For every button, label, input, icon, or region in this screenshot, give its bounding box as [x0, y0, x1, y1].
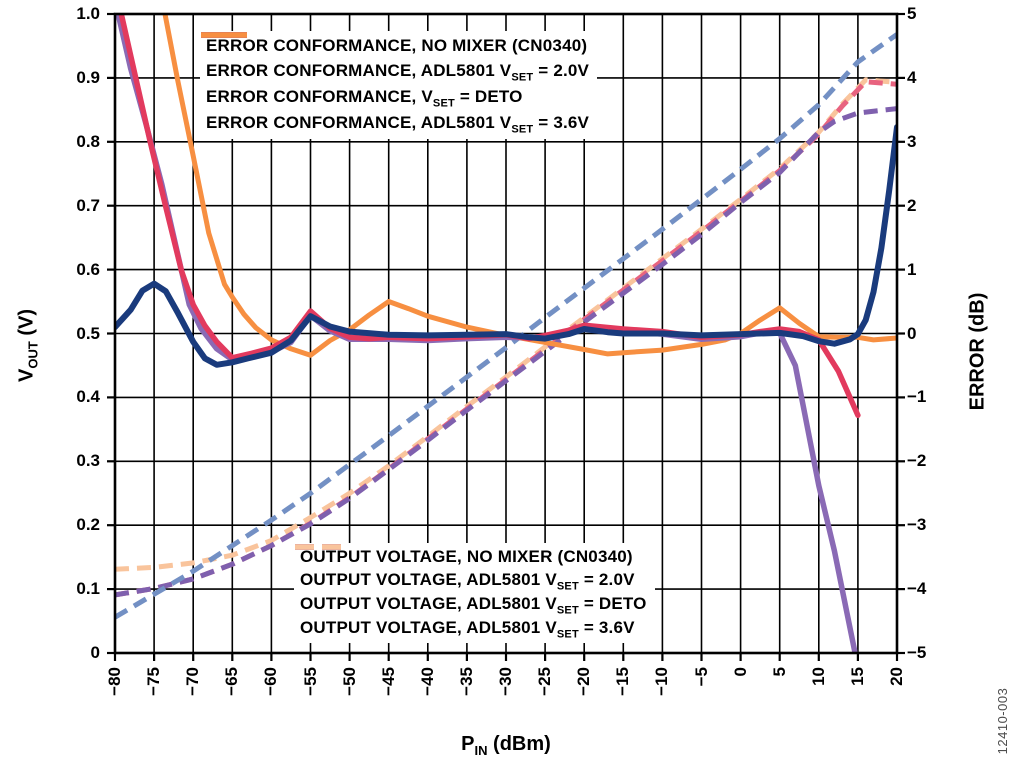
y-right-tick-label: 2 [907, 195, 917, 215]
legend-item-output-voltage-adl5801-vset-deto: OUTPUT VOLTAGE, ADL5801 VSET = DETO [295, 544, 647, 617]
legend-label: OUTPUT VOLTAGE, ADL5801 VSET = DETO [300, 593, 647, 617]
legend-item-error-conformance-no-mixer-cn0340: ERROR CONFORMANCE, NO MIXER (CN0340) [201, 32, 589, 59]
x-tick-label: −75 [144, 667, 164, 696]
series-line-error-conformance-no-mixer-cn0340 [115, 124, 897, 368]
figure-number: 12410-003 [995, 687, 1010, 755]
y-right-axis-title: ERROR (dB) [966, 292, 989, 411]
y-left-tick-label: 0.9 [76, 67, 100, 87]
legend-swatch-solid [201, 32, 247, 38]
legend-item-error-conformance-vset-deto: ERROR CONFORMANCE, VSET = DETO [201, 32, 589, 111]
legend-item-output-voltage-adl5801-vset-2v0: OUTPUT VOLTAGE, ADL5801 VSET = 2.0V [295, 544, 647, 593]
x-tick-label: −35 [456, 667, 476, 696]
y-left-tick-label: 0.3 [76, 451, 100, 471]
legend-label: OUTPUT VOLTAGE, ADL5801 VSET = 3.6V [300, 617, 635, 641]
y-left-tick-label: 0.2 [76, 515, 100, 535]
x-tick-label: −45 [378, 667, 398, 696]
legend-label: ERROR CONFORMANCE, ADL5801 VSET = 3.6V [206, 112, 590, 136]
y-left-tick-label: 0.8 [76, 131, 100, 151]
y-left-tick-label: 0 [90, 643, 100, 662]
legend-item-error-conformance-adl5801-vset-3v6: ERROR CONFORMANCE, ADL5801 VSET = 3.6V [201, 32, 590, 137]
x-tick-label: −55 [300, 667, 320, 696]
x-tick-label: −50 [339, 667, 359, 696]
y-left-axis-title: VOUT (V) [15, 309, 41, 383]
x-tick-label: −70 [183, 667, 203, 696]
legend-top: ERROR CONFORMANCE, NO MIXER (CN0340) ERRO… [200, 31, 598, 139]
legend-label: ERROR CONFORMANCE, VSET = DETO [206, 86, 523, 110]
legend-bottom: OUTPUT VOLTAGE, NO MIXER (CN0340) OUTPUT … [294, 543, 655, 643]
x-tick-label: −20 [574, 667, 594, 696]
legend-item-output-voltage-no-mixer-cn0340: OUTPUT VOLTAGE, NO MIXER (CN0340) [295, 544, 647, 569]
x-tick-label: −10 [652, 667, 672, 696]
series-group [115, 14, 897, 653]
x-tick-label: −15 [613, 667, 633, 696]
x-tick-label: 0 [730, 667, 750, 677]
series-line-output-voltage-adl5801-vset-2v0 [115, 106, 897, 598]
x-tick-label: 5 [769, 667, 789, 677]
x-tick-label: −5 [691, 667, 711, 687]
legend-label: OUTPUT VOLTAGE, NO MIXER (CN0340) [300, 547, 633, 566]
series-line-output-voltage-no-mixer-cn0340 [115, 32, 897, 620]
x-axis-title: PIN (dBm) [461, 733, 551, 758]
legend-label: ERROR CONFORMANCE, NO MIXER (CN0340) [206, 36, 588, 55]
y-left-tick-label: 0.4 [76, 387, 100, 407]
y-right-tick-label: 3 [907, 131, 917, 151]
x-tick-label: 20 [887, 667, 906, 686]
y-left-tick-label: 0.1 [76, 579, 100, 599]
y-right-tick-label: 5 [907, 4, 917, 23]
x-tick-label: −40 [417, 667, 437, 696]
plot-border [113, 12, 899, 655]
x-tick-label: 10 [808, 667, 828, 686]
legend-item-output-voltage-adl5801-vset-3v6: OUTPUT VOLTAGE, ADL5801 VSET = 3.6V [295, 544, 647, 641]
y-right-tick-label: −1 [907, 387, 927, 407]
y-left-tick-label: 0.7 [76, 195, 100, 215]
y-right-tick-label: 4 [907, 67, 917, 87]
y-left-tick-label: 0.5 [76, 323, 100, 343]
legend-label: ERROR CONFORMANCE, ADL5801 VSET = 2.0V [206, 60, 590, 84]
x-tick-label: 15 [847, 667, 867, 686]
y-right-tick-label: −5 [907, 643, 927, 662]
legend-item-error-conformance-adl5801-vset-2v0: ERROR CONFORMANCE, ADL5801 VSET = 2.0V [201, 32, 590, 85]
legend-swatch-dashed [295, 544, 341, 550]
legend-label: OUTPUT VOLTAGE, ADL5801 VSET = 2.0V [300, 569, 635, 593]
x-tick-label: −80 [105, 667, 124, 696]
series-line-error-conformance-adl5801-vset-3v6 [162, 14, 897, 358]
y-left-tick-label: 1.0 [76, 4, 100, 23]
y-right-tick-label: −4 [907, 579, 927, 599]
x-tick-label: −60 [261, 667, 281, 696]
y-right-tick-label: 1 [907, 259, 917, 279]
y-left-tick-label: 0.6 [76, 259, 100, 279]
y-right-tick-label: 0 [907, 323, 917, 343]
y-right-tick-label: −2 [907, 451, 927, 471]
x-tick-label: −30 [496, 667, 515, 696]
x-tick-label: −65 [222, 667, 242, 696]
y-right-tick-label: −3 [907, 515, 927, 535]
x-tick-label: −25 [535, 667, 555, 696]
